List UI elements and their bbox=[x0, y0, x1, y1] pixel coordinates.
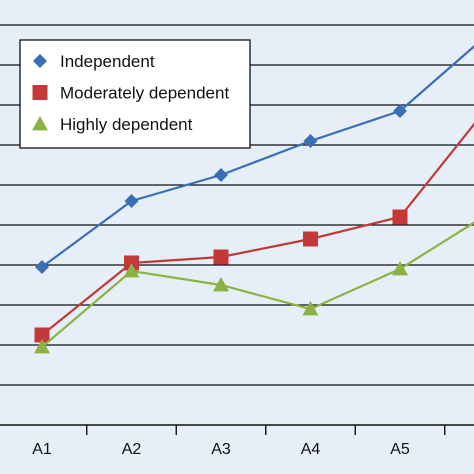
triangle-marker bbox=[302, 301, 319, 316]
triangle-marker bbox=[123, 263, 140, 278]
diamond-marker bbox=[124, 194, 139, 208]
legend: Independent Moderately dependent Highly de… bbox=[19, 39, 251, 149]
x-axis: A1A2A3A4A5A6 bbox=[0, 424, 474, 458]
legend-label: Independent bbox=[60, 52, 155, 71]
x-tick-label: A3 bbox=[211, 441, 231, 458]
x-tick-label: A4 bbox=[301, 441, 321, 458]
plot-area bbox=[34, 45, 474, 354]
series-independent bbox=[35, 45, 474, 274]
series-highly-dependent bbox=[34, 221, 474, 354]
legend-item: Highly dependent bbox=[32, 115, 193, 134]
triangle-marker bbox=[213, 277, 229, 292]
legend-label: Moderately dependent bbox=[60, 84, 229, 103]
x-tick-label: A5 bbox=[390, 441, 410, 458]
triangle-marker bbox=[392, 261, 408, 276]
triangle-marker bbox=[32, 116, 48, 131]
legend-box bbox=[19, 39, 251, 149]
series-line bbox=[41, 221, 474, 348]
square-marker bbox=[32, 85, 48, 100]
x-tick-label: A2 bbox=[122, 441, 142, 458]
diamond-marker bbox=[35, 260, 49, 274]
square-marker bbox=[303, 231, 318, 247]
series-line bbox=[41, 122, 474, 336]
square-marker bbox=[34, 327, 50, 343]
square-marker bbox=[392, 209, 408, 225]
diamond-marker bbox=[393, 104, 407, 118]
series-line bbox=[41, 45, 474, 268]
diamond-marker bbox=[33, 54, 47, 68]
diamond-marker bbox=[214, 168, 228, 182]
diamond-marker bbox=[303, 134, 318, 148]
triangle-marker bbox=[34, 339, 50, 354]
legend-item: Moderately dependent bbox=[32, 84, 229, 103]
legend-label: Highly dependent bbox=[60, 115, 193, 134]
x-tick-label: A1 bbox=[32, 441, 52, 458]
legend-item: Independent bbox=[33, 52, 155, 71]
series-moderately-dependent bbox=[34, 122, 474, 343]
square-marker bbox=[213, 249, 229, 265]
